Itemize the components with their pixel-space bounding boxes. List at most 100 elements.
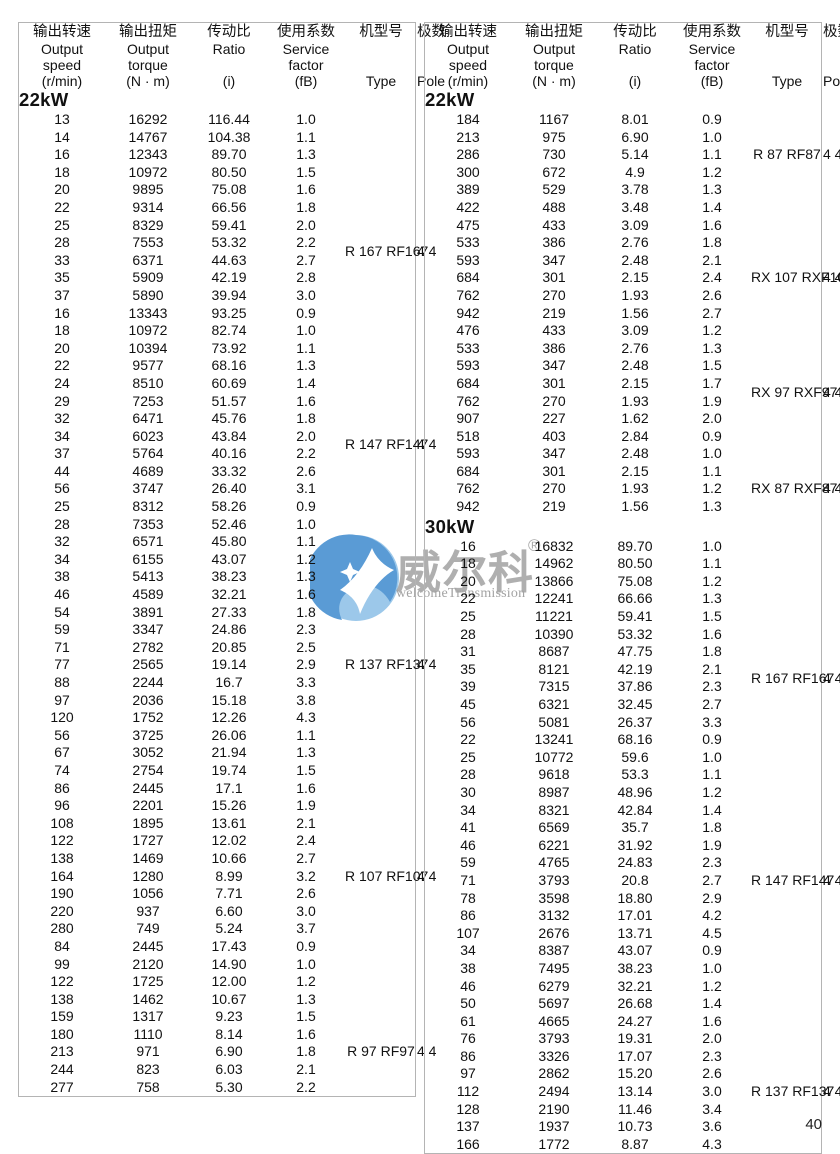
cell-0: 422 [456, 198, 480, 215]
cell-0: 213 [50, 1043, 74, 1060]
table-row: 18 10972 80.50 1.5 [19, 164, 417, 182]
cell-3: 4.5 [702, 924, 722, 941]
header-cell-en1: Service [282, 41, 330, 57]
cell-3: 1.6 [296, 779, 316, 796]
cell-3: 3.1 [296, 480, 316, 497]
cell-2: 38.23 [211, 568, 247, 585]
cell-0: 14 [54, 128, 70, 145]
table-row: 25 8312 58.26 0.9 [19, 498, 417, 516]
cell-2: 2.15 [621, 462, 649, 479]
cell-0: 96 [54, 797, 70, 814]
table-row: 99 2120 14.90 1.0 [19, 956, 417, 974]
cell-2: 68.16 [211, 357, 247, 374]
cell-3: 1.6 [702, 1012, 722, 1029]
table-row: 180 1110 8.14 1.6 [19, 1026, 417, 1044]
header-cell-4: 机型号 Type [345, 23, 417, 89]
cell-0: 166 [456, 1135, 480, 1152]
cell-3: 1.0 [296, 322, 316, 339]
table-row: 74 2754 19.74 1.5 [19, 762, 417, 780]
header-cell-4: 机型号 Type [751, 23, 823, 89]
cell-1: 9618 [538, 766, 570, 783]
table-row: 28 10390 53.32 1.6 R 167 RF167 4 4 [425, 626, 840, 686]
cell-2: 8.87 [621, 1135, 649, 1152]
cell-3: 2.0 [702, 1030, 722, 1047]
cell-3: 0.9 [702, 942, 722, 959]
table-row: 61 4665 24.27 1.6 [425, 1013, 823, 1031]
cell-3: 1.0 [296, 515, 316, 532]
cell-3: 3.4 [702, 1100, 722, 1117]
cell-1: 2565 [132, 656, 164, 673]
cell-2: 31.92 [617, 836, 653, 853]
table-row: 159 1317 9.23 1.5 R 97 RF97 4 4 [19, 1008, 436, 1059]
header-cell-3: 使用系数 Service factor (fB) [267, 23, 345, 89]
cell-1: 3347 [132, 621, 164, 638]
cell-2: 27.33 [211, 603, 247, 620]
cell-3: 1.6 [296, 1025, 316, 1042]
cell-0: 476 [456, 322, 480, 339]
cell-2: 6.03 [215, 1061, 243, 1078]
cell-1: 4689 [132, 462, 164, 479]
cell-0: 24 [54, 374, 70, 391]
cell-0: 300 [456, 163, 480, 180]
cell-2: 16.7 [215, 674, 243, 690]
cell-0: 71 [54, 638, 70, 655]
cell-0: 56 [460, 713, 476, 730]
cell-0: 67 [54, 744, 70, 761]
table-row: 29 7253 51.57 1.6 R 147 RF147 4 4 [19, 393, 436, 453]
table-row: 138 1469 10.66 2.7 [19, 850, 417, 868]
cell-2: 2.76 [621, 234, 649, 251]
cell-1: 5890 [132, 286, 164, 303]
cell-1: 1752 [132, 709, 164, 726]
cell-2: 20.85 [211, 638, 247, 655]
table-row: 38 5413 38.23 1.3 [19, 568, 417, 586]
cell-1: 8321 [538, 801, 570, 818]
cell-0: 13 [54, 111, 70, 127]
table-row: 280 749 5.24 3.7 [19, 920, 417, 938]
cell-1: 219 [542, 304, 566, 321]
table-row: 59 4765 24.83 2.3 [425, 854, 823, 872]
cell-0: 74 [54, 761, 70, 778]
cell-0: 25 [460, 608, 476, 625]
cell-3: 3.3 [702, 713, 722, 730]
cell-3: 1.7 [702, 374, 722, 391]
cell-1: 3891 [132, 603, 164, 620]
table-row: 56 3725 26.06 1.1 [19, 727, 417, 745]
cell-0: 25 [460, 748, 476, 765]
header-cell-en1: Service [688, 41, 736, 57]
section-title-row: 22kW [425, 89, 823, 111]
table-row: 97 2862 15.20 2.6 [425, 1065, 823, 1083]
cell-1: 937 [136, 902, 160, 919]
cell-1: 14767 [128, 128, 168, 145]
right-table-body: 输出转速 Output speed (r/min) 输出扭矩 Output torque (N… [425, 23, 840, 1153]
cell-0: 34 [54, 427, 70, 444]
cell-0: 35 [54, 269, 70, 286]
cell-1: 270 [542, 286, 566, 303]
table-row: 45 6321 32.45 2.7 [425, 696, 823, 714]
cell-3: 2.6 [296, 885, 316, 902]
cell-0: 107 [456, 924, 480, 941]
cell-2: 4.9 [625, 163, 645, 180]
table-row: 32 6471 45.76 1.8 [19, 410, 417, 428]
cell-2: 75.08 [617, 572, 653, 589]
cell-2: 21.94 [211, 744, 247, 761]
cell-3: 1.3 [296, 990, 316, 1007]
cell-2: 38.23 [617, 959, 653, 976]
cell-2: 14.90 [211, 955, 247, 972]
header-cell-spacer [191, 57, 267, 73]
table-row: 184 1167 8.01 0.9 [425, 111, 823, 129]
table-row: 84 2445 17.43 0.9 [19, 938, 417, 956]
type-label: RX 87 RXF87 [751, 480, 838, 497]
cell-0: 56 [54, 726, 70, 743]
cell-2: 89.70 [211, 146, 247, 163]
cell-0: 97 [54, 691, 70, 708]
cell-3: 1.6 [296, 181, 316, 198]
cell-1: 730 [542, 146, 566, 163]
cell-1: 5081 [538, 713, 570, 730]
table-row: 77 2565 19.14 2.9 [19, 656, 417, 674]
cell-1: 3598 [538, 889, 570, 906]
cell-1: 6569 [538, 819, 570, 836]
table-row: 88 2244 16.7 3.3 [19, 674, 417, 692]
header-cell-unit: (i) [628, 73, 642, 89]
table-row: 22 9314 66.56 1.8 R 167 RF167 4 4 [19, 199, 436, 259]
cell-1: 270 [542, 480, 566, 497]
